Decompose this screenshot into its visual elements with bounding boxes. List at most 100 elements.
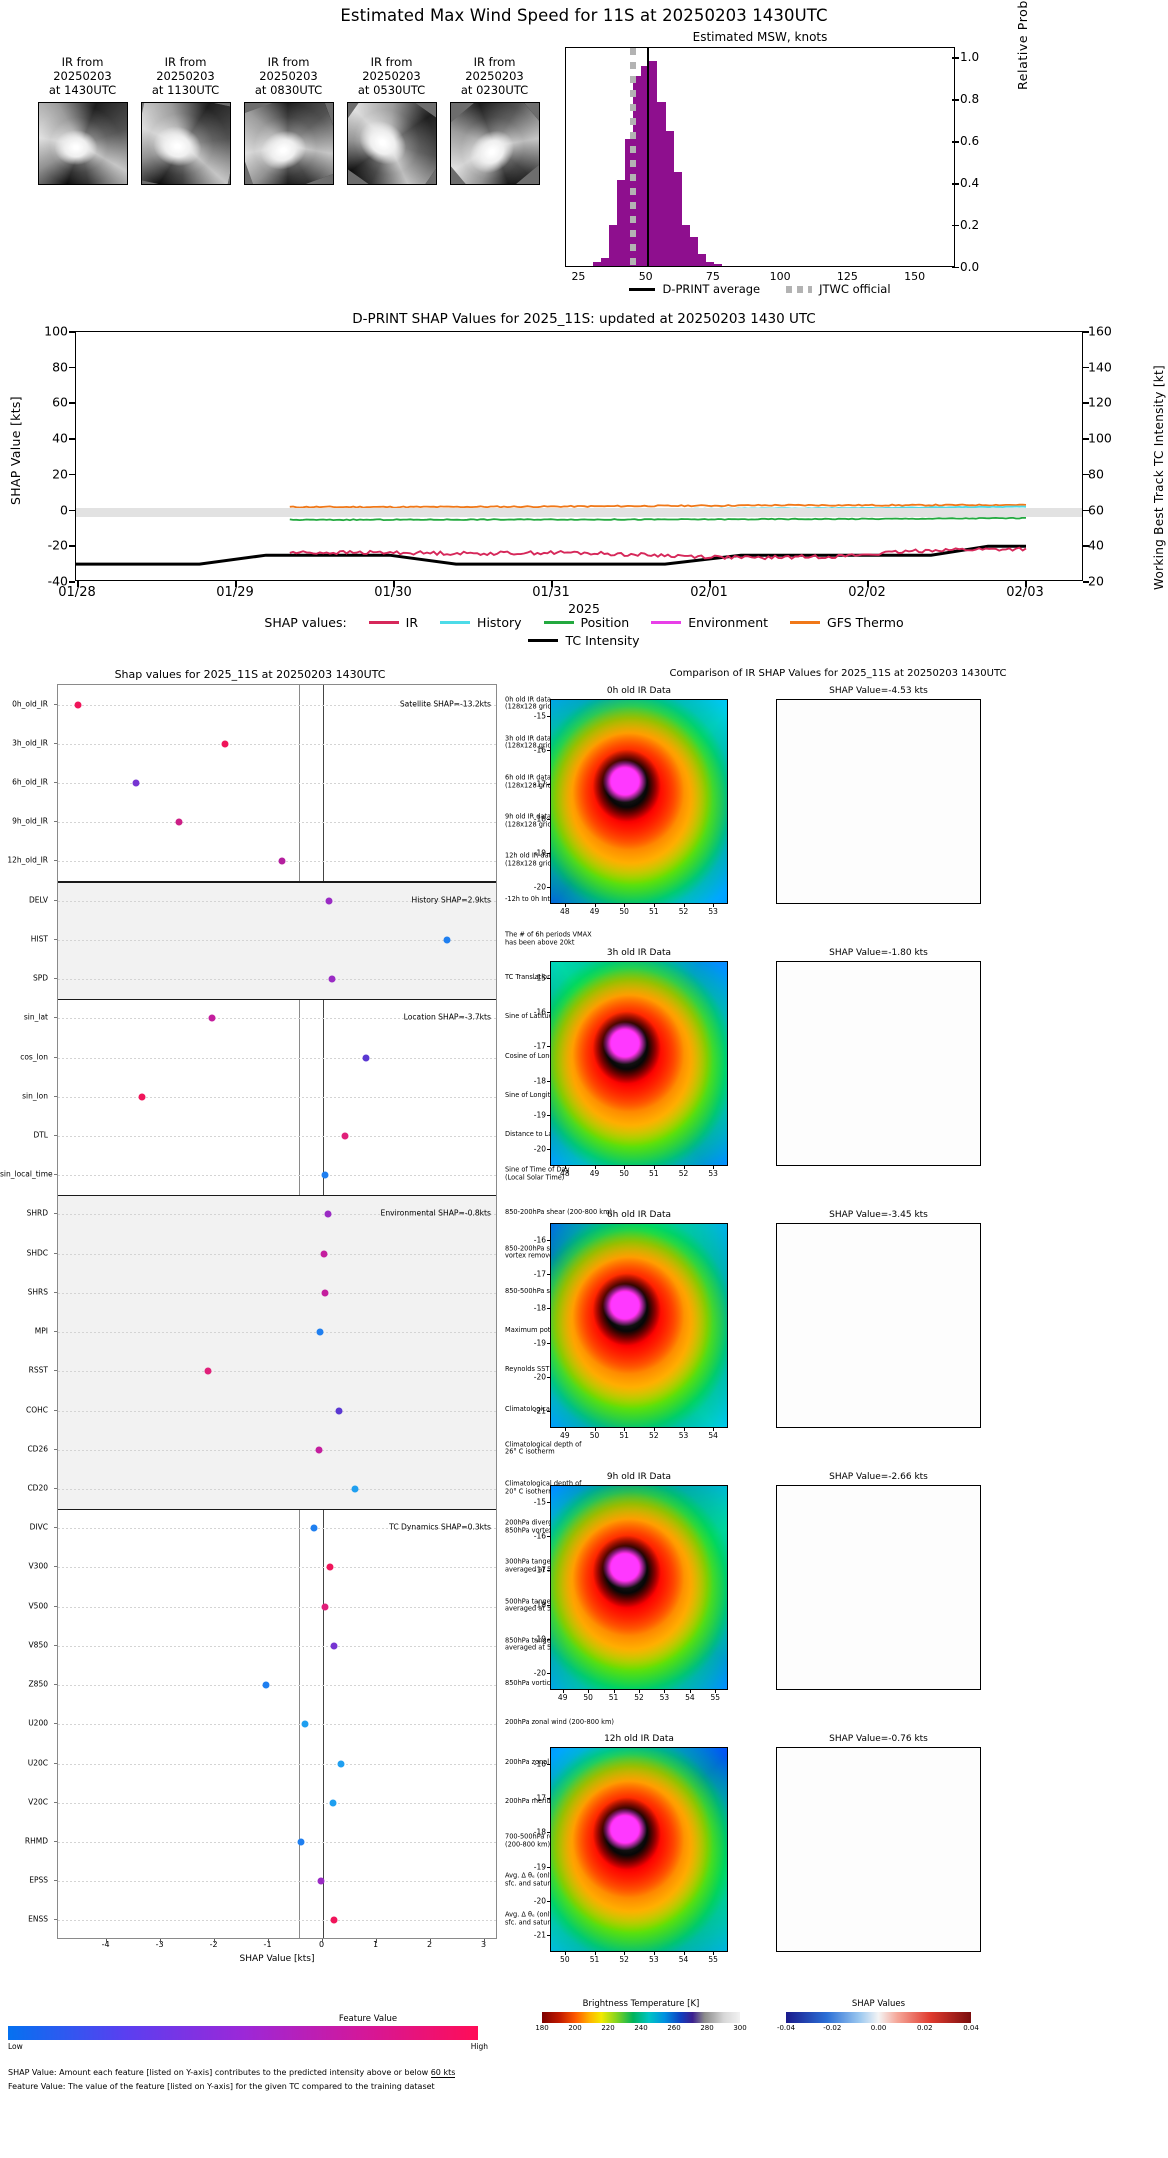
shap-value-dot: [320, 1250, 328, 1258]
shap-gridline: [58, 1253, 496, 1255]
shap-group-total-label: TC Dynamics SHAP=0.3kts: [389, 1522, 491, 1532]
msw-histogram: Estimated MSW, knots Relative Prob D-PRI…: [560, 0, 1120, 296]
timeseries-x-tick: 01/28: [58, 585, 96, 600]
tick-mark: [54, 1880, 57, 1882]
tick-mark: [69, 581, 75, 583]
tick-mark: [393, 581, 395, 587]
tick-mark: [547, 1274, 550, 1276]
legend-label: Position: [580, 615, 630, 630]
tick-mark: [267, 1939, 269, 1943]
shap-data-image: [777, 700, 980, 903]
tick-mark: [547, 784, 550, 786]
ir-y-tick: -19: [533, 1338, 546, 1348]
legend-label: Environment: [688, 615, 769, 630]
footnote-shap-value: SHAP Value: Amount each feature [listed …: [8, 2068, 456, 2078]
tick-mark: [594, 904, 596, 907]
tick-mark: [54, 1252, 57, 1254]
histogram-bar: [689, 237, 698, 266]
timeseries-y-tick-left: -20: [47, 537, 68, 553]
shap-feature-label: 6h_old_IR: [12, 777, 48, 787]
shap-gridline: [58, 1724, 496, 1726]
shap-colorbar-tick: -0.02: [823, 2024, 842, 2032]
shap-data-image: [777, 1224, 980, 1427]
shap-gridline: [58, 861, 496, 863]
ir-thumbnail-2: IR from 20250203 at 0830UTC: [236, 55, 341, 185]
shap-image-cell: [776, 1223, 981, 1428]
ir-x-tick: 53: [659, 1693, 670, 1702]
timeseries-x-tick: 01/29: [216, 585, 254, 600]
histogram-bar: [617, 180, 626, 266]
shap-group-total-label: History SHAP=2.9kts: [411, 895, 491, 905]
tick-mark: [547, 1934, 550, 1936]
legend-tc-intensity: TC Intensity: [528, 633, 640, 648]
shap-colorbar-tick: 0.04: [963, 2024, 979, 2032]
shap-data-image: [777, 962, 980, 1165]
tick-mark: [54, 1762, 57, 1764]
histogram-y-tick: 0.2: [960, 218, 980, 233]
tick-mark: [69, 331, 75, 333]
shap-value-dot: [329, 1799, 337, 1807]
tick-mark: [54, 782, 57, 784]
tick-mark: [235, 581, 237, 587]
brightness-colorbar-tick: 220: [601, 2024, 615, 2032]
timeseries-y-tick-right: 40: [1088, 537, 1104, 553]
ir-x-tick: 50: [619, 1169, 629, 1178]
histogram-bar: [713, 263, 722, 266]
histogram-plot-area: [565, 47, 955, 267]
ir-x-tick: 53: [708, 1169, 718, 1178]
zero-band: [76, 507, 1082, 517]
legend-label: D-PRINT average: [662, 282, 761, 296]
ir-thumbnail-3: IR from 20250203 at 0530UTC: [339, 55, 444, 185]
tick-mark: [54, 703, 57, 705]
shap-feature-label: SHDC: [26, 1248, 48, 1258]
tick-mark: [653, 1166, 655, 1169]
timeseries-series-line: [289, 516, 1027, 522]
ir-y-tick: -18: [533, 1600, 546, 1610]
tick-mark: [54, 1174, 57, 1176]
histogram-bar: [657, 102, 666, 266]
shap-feature-label: CD26: [27, 1444, 48, 1454]
ir-cell-title: 3h old IR Data: [606, 948, 672, 958]
brightness-colorbar: [542, 2012, 740, 2023]
histogram-y-tick: 1.0: [960, 50, 980, 65]
histogram-y-tick: 0.8: [960, 92, 980, 107]
tick-mark: [653, 1428, 655, 1431]
ir-shap-comparison-panel: Comparison of IR SHAP Values for 2025_11…: [508, 668, 1168, 2068]
shap-value-dot: [74, 701, 82, 709]
ir-image-cell: [550, 699, 728, 904]
shap-value-dot: [138, 1093, 146, 1101]
tick-mark: [54, 1840, 57, 1842]
ir-y-tick: -18: [533, 1076, 546, 1086]
ir-y-tick: -20: [533, 1372, 546, 1382]
tick-mark: [54, 1409, 57, 1411]
shap-value-dot: [325, 897, 333, 905]
colorbar-high-label: High: [470, 2042, 488, 2051]
shap-image-cell: [776, 1747, 981, 1952]
shap-feature-label: ENSS: [28, 1914, 48, 1924]
timeseries-x-tick: 02/01: [690, 585, 728, 600]
ir-x-tick: 53: [678, 1431, 689, 1440]
estimated-max-wind-panel: Estimated Max Wind Speed for 11S at 2025…: [0, 0, 1168, 300]
shap-feature-description: The # of 6h periods VMAX has been above …: [505, 930, 592, 946]
tick-mark: [547, 750, 550, 752]
timeseries-series-line: [289, 503, 1027, 509]
legend-label: History: [477, 615, 522, 630]
tick-mark: [321, 1939, 323, 1943]
shap-feature-label: RSST: [28, 1365, 48, 1375]
shap-group-total-label: Satellite SHAP=-13.2kts: [399, 699, 491, 709]
shap-cell-title: SHAP Value=-2.66 kts: [829, 1472, 928, 1482]
shap-gridline: [58, 1371, 496, 1373]
ir-thumbnail-caption: IR from 20250203 at 0830UTC: [254, 55, 323, 97]
legend-history: History: [440, 615, 522, 630]
legend-environment: Environment: [651, 615, 768, 630]
tick-mark: [54, 899, 57, 901]
shap-gridline: [58, 1606, 496, 1608]
tick-mark: [54, 1919, 57, 1921]
tick-mark: [713, 904, 715, 907]
shap-value-dot: [324, 1210, 332, 1218]
ir-x-tick: 48: [560, 907, 570, 916]
histogram-x-tick: 50: [638, 270, 653, 283]
shap-feature-label: MPI: [34, 1326, 48, 1336]
histogram-bar: [592, 261, 601, 266]
tick-mark: [653, 904, 655, 907]
